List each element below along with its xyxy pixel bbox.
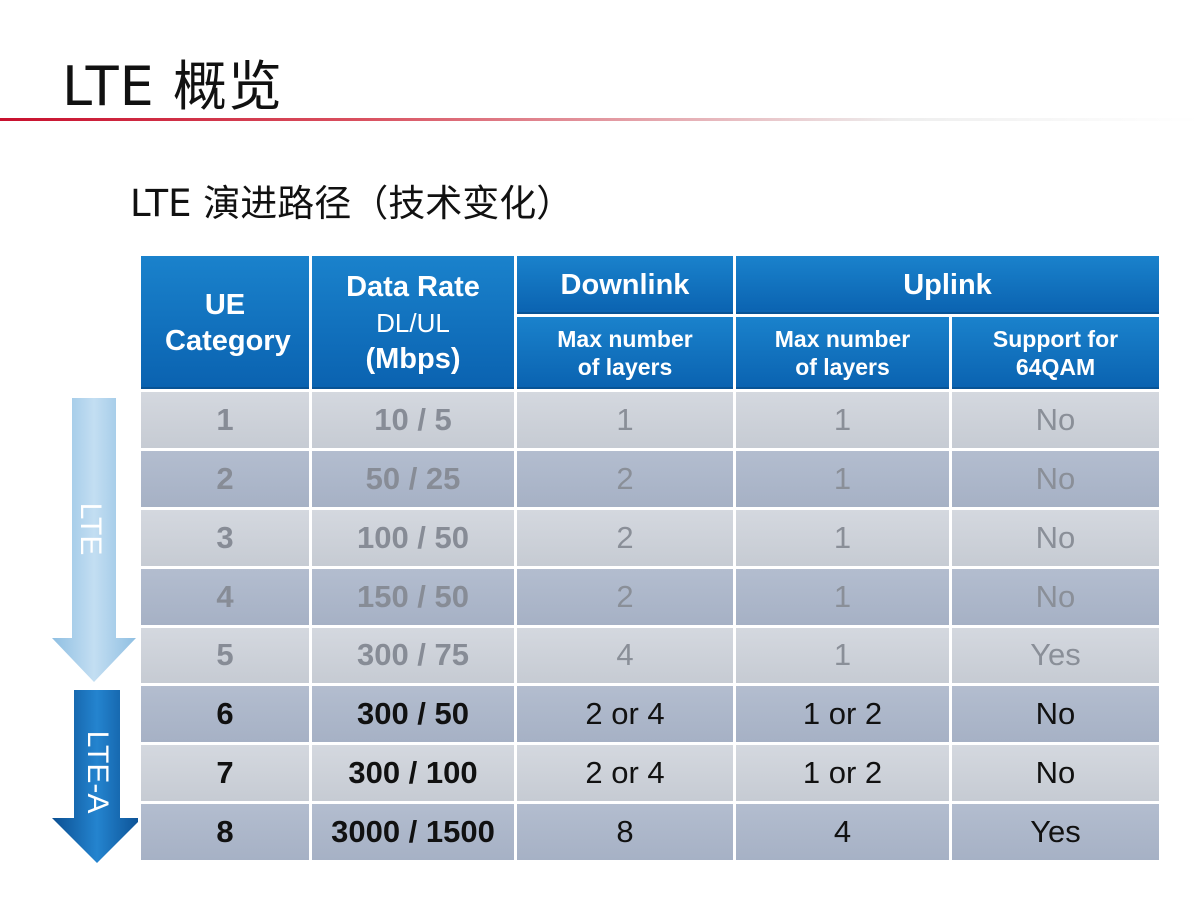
table-row: 4 150 / 50 2 1 No	[141, 568, 1159, 625]
slide-title: LTE 概览	[62, 55, 283, 118]
cell-dl-layers: 1	[517, 392, 733, 448]
cell-dl-layers: 2	[517, 509, 733, 566]
cell-dl-layers: 2 or 4	[517, 686, 733, 743]
cell-category: 6	[141, 686, 309, 743]
cell-data-rate: 50 / 25	[312, 450, 514, 507]
cell-ul-layers: 1 or 2	[736, 745, 949, 802]
table-row: 7 300 / 100 2 or 4 1 or 2 No	[141, 745, 1159, 802]
lte-arrow-icon	[52, 398, 136, 682]
cell-dl-layers: 4	[517, 627, 733, 684]
cell-64qam: No	[952, 450, 1159, 507]
table-row: 8 3000 / 1500 8 4 Yes	[141, 804, 1159, 860]
header-data-rate-line3: (Mbps)	[365, 342, 461, 375]
table-row: 1 10 / 5 1 1 No	[141, 392, 1159, 448]
lte-a-arrow-label: LTE-A	[81, 730, 114, 814]
header-downlink: Downlink	[517, 256, 733, 314]
header-ul-max-layers: Max number of layers	[736, 317, 949, 389]
cell-64qam: No	[952, 745, 1159, 802]
cell-dl-layers: 2	[517, 568, 733, 625]
cell-dl-layers: 2 or 4	[517, 745, 733, 802]
cell-category: 5	[141, 627, 309, 684]
cell-64qam: No	[952, 686, 1159, 743]
cell-data-rate: 3000 / 1500	[312, 804, 514, 860]
table-row: 3 100 / 50 2 1 No	[141, 509, 1159, 566]
cell-category: 1	[141, 392, 309, 448]
lte-arrow-label: LTE	[74, 502, 107, 556]
cell-ul-layers: 1	[736, 450, 949, 507]
cell-dl-layers: 2	[517, 450, 733, 507]
cell-64qam: Yes	[952, 627, 1159, 684]
cell-64qam: No	[952, 568, 1159, 625]
table-row: 6 300 / 50 2 or 4 1 or 2 No	[141, 686, 1159, 743]
cell-category: 7	[141, 745, 309, 802]
table-row: 2 50 / 25 2 1 No	[141, 450, 1159, 507]
cell-category: 2	[141, 450, 309, 507]
cell-data-rate: 150 / 50	[312, 568, 514, 625]
cell-64qam: No	[952, 509, 1159, 566]
ue-category-table: UE Category Data Rate DL/UL (Mbps) Downl…	[138, 253, 1162, 863]
header-dl-max-layers: Max number of layers	[517, 317, 733, 389]
cell-64qam: No	[952, 392, 1159, 448]
slide-subtitle: LTE 演进路径（技术变化）	[130, 182, 574, 225]
cell-ul-layers: 1 or 2	[736, 686, 949, 743]
cell-64qam: Yes	[952, 804, 1159, 860]
header-data-rate-line1: Data Rate	[346, 270, 480, 303]
cell-data-rate: 10 / 5	[312, 392, 514, 448]
header-ul-64qam: Support for 64QAM	[952, 317, 1159, 389]
cell-data-rate: 300 / 75	[312, 627, 514, 684]
cell-data-rate: 300 / 50	[312, 686, 514, 743]
title-divider	[0, 118, 1200, 121]
cell-ul-layers: 1	[736, 509, 949, 566]
header-uplink: Uplink	[736, 256, 1159, 314]
header-data-rate: Data Rate DL/UL (Mbps)	[312, 256, 514, 389]
table-row: 5 300 / 75 4 1 Yes	[141, 627, 1159, 684]
cell-category: 4	[141, 568, 309, 625]
cell-ul-layers: 4	[736, 804, 949, 860]
cell-ul-layers: 1	[736, 568, 949, 625]
cell-data-rate: 300 / 100	[312, 745, 514, 802]
lte-a-arrow-icon	[52, 690, 142, 863]
cell-ul-layers: 1	[736, 627, 949, 684]
header-data-rate-line2: DL/UL	[376, 307, 450, 338]
cell-dl-layers: 8	[517, 804, 733, 860]
cell-category: 8	[141, 804, 309, 860]
cell-ul-layers: 1	[736, 392, 949, 448]
cell-data-rate: 100 / 50	[312, 509, 514, 566]
cell-category: 3	[141, 509, 309, 566]
header-ue-category: UE Category	[141, 256, 309, 389]
